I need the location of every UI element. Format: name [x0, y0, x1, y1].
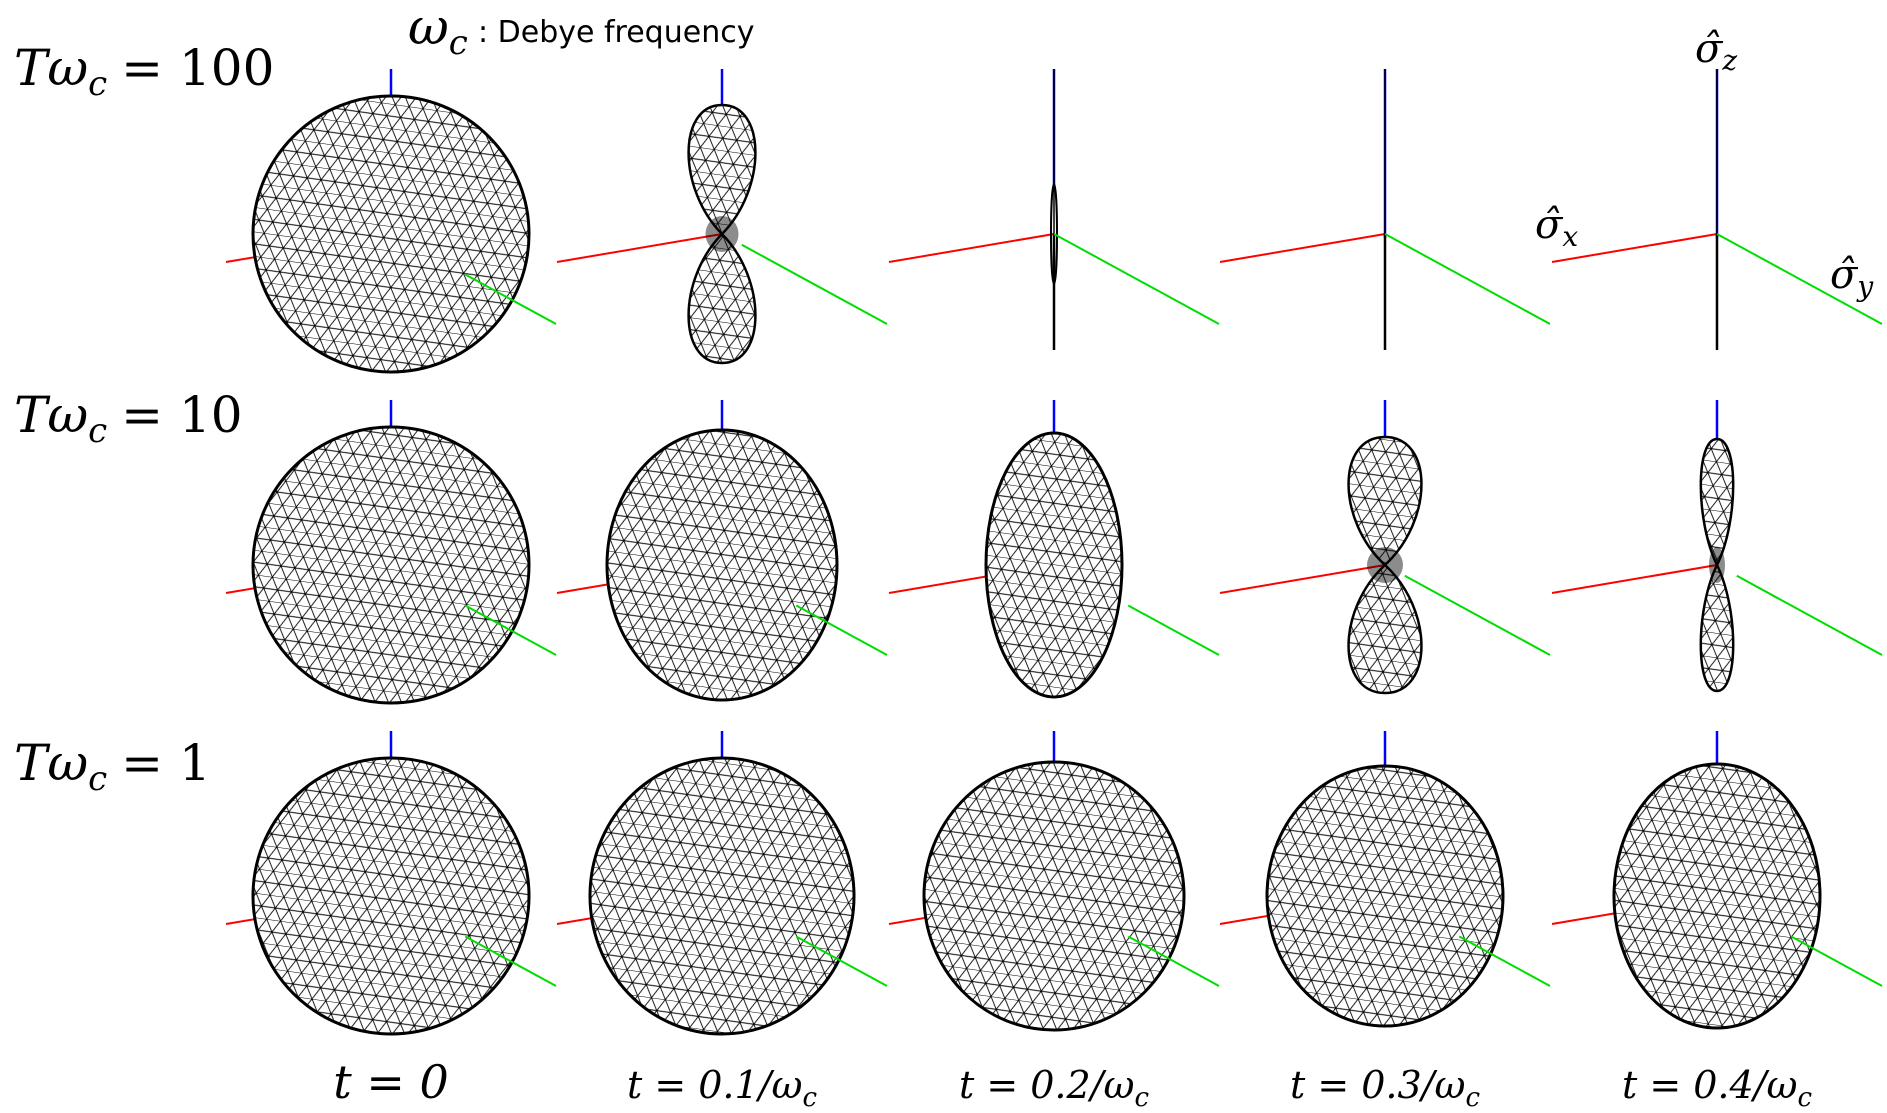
label-main: t = 0.3/ω	[1290, 1063, 1466, 1107]
wireframe	[984, 431, 1124, 699]
axis-y	[1736, 574, 1883, 656]
wireframe-waist	[1709, 547, 1725, 583]
label-main: t = 0	[333, 1055, 449, 1109]
header-symbol: ωc	[408, 0, 468, 63]
wireframe	[687, 103, 757, 365]
axis-x	[1219, 564, 1386, 594]
axis-label-z: σ̂z	[1695, 26, 1737, 77]
label-main: Tω	[14, 39, 88, 97]
column-label: t = 0	[333, 1055, 449, 1109]
axis-y	[1790, 935, 1883, 987]
label-main: t = 0.2/ω	[959, 1063, 1135, 1107]
column-label: t = 0.1/ωc	[627, 1063, 818, 1113]
label-sub: c	[88, 759, 107, 799]
symbol-sub: c	[449, 23, 468, 63]
label-rest: = 1	[121, 734, 211, 792]
header-caption: : Debye frequency	[478, 15, 754, 50]
label-sub: c	[88, 411, 107, 451]
axis-x	[1551, 564, 1718, 594]
wireframe-waist	[1367, 547, 1403, 583]
column-label: t = 0.2/ωc	[959, 1063, 1150, 1113]
axis-y	[1127, 604, 1220, 656]
label-main: Tω	[14, 386, 88, 444]
axis-symbol: σ̂	[1535, 202, 1564, 248]
label-sub: c	[802, 1083, 817, 1113]
axis-y	[464, 935, 557, 987]
wireframe	[251, 94, 531, 374]
axis-y	[1458, 935, 1551, 987]
axis-sub: y	[1855, 270, 1874, 303]
wireframe-waist	[705, 216, 739, 252]
row-label: Tωc = 10	[14, 386, 243, 451]
axis-y	[1127, 935, 1220, 987]
axis-y	[464, 604, 557, 656]
axis-y	[464, 273, 557, 325]
label-rest: = 100	[121, 39, 274, 97]
label-sub: c	[1797, 1083, 1812, 1113]
axis-y	[1404, 574, 1551, 656]
wireframe	[922, 760, 1186, 1032]
axis-y	[1716, 233, 1883, 325]
axis-y	[795, 935, 888, 987]
axis-sub: z	[1721, 44, 1737, 77]
label-main: Tω	[14, 734, 88, 792]
wireframe	[1699, 437, 1735, 693]
axis-x	[556, 233, 723, 263]
symbol: ω	[408, 0, 449, 56]
axis-y	[1384, 233, 1551, 325]
column-label: t = 0.3/ωc	[1290, 1063, 1481, 1113]
wireframe	[1265, 764, 1505, 1028]
label-rest: = 10	[121, 386, 242, 444]
column-label: t = 0.4/ωc	[1622, 1063, 1813, 1113]
axis-symbol: σ̂	[1695, 26, 1724, 72]
axis-y	[795, 604, 888, 656]
axis-x	[1551, 233, 1718, 263]
axis-label-y: σ̂y	[1830, 252, 1874, 303]
wireframe	[251, 756, 531, 1036]
wireframe	[1050, 183, 1058, 285]
axis-y	[741, 243, 888, 325]
wireframe	[251, 425, 531, 705]
wireframe	[588, 756, 856, 1036]
shape-grid	[225, 69, 1883, 1036]
label-sub: c	[88, 64, 107, 104]
wireframe	[1347, 435, 1423, 695]
row-label: Tωc = 100	[14, 39, 274, 104]
label-main: t = 0.4/ω	[1622, 1063, 1798, 1107]
wireframe	[1612, 762, 1822, 1030]
axis-y	[1053, 233, 1220, 325]
axis-label-x: σ̂x	[1535, 202, 1578, 253]
axis-x	[1219, 233, 1386, 263]
axis-symbol: σ̂	[1830, 252, 1859, 298]
wireframe	[605, 428, 839, 702]
axis-x	[888, 233, 1055, 263]
label-sub: c	[1134, 1083, 1149, 1113]
label-sub: c	[1465, 1083, 1480, 1113]
axis-sub: x	[1562, 220, 1578, 253]
row-label: Tωc = 1	[14, 734, 211, 799]
label-main: t = 0.1/ω	[627, 1063, 803, 1107]
